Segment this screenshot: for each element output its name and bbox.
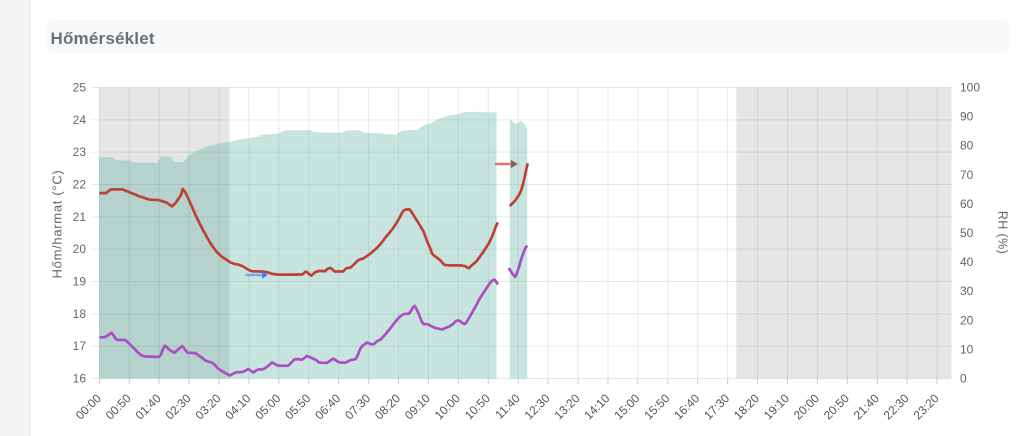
svg-text:00:50: 00:50 (103, 391, 134, 422)
svg-text:10:50: 10:50 (462, 391, 493, 422)
svg-text:60: 60 (960, 197, 974, 211)
svg-text:RH (%): RH (%) (996, 211, 1010, 254)
svg-text:24: 24 (73, 113, 87, 127)
svg-text:15:00: 15:00 (611, 391, 642, 422)
svg-text:15:50: 15:50 (641, 391, 672, 422)
svg-text:10: 10 (960, 342, 974, 356)
svg-text:0: 0 (960, 372, 967, 386)
svg-text:16: 16 (73, 372, 87, 386)
svg-text:03:20: 03:20 (192, 391, 223, 422)
svg-text:21: 21 (73, 210, 87, 224)
svg-text:23: 23 (73, 145, 87, 159)
svg-text:16:40: 16:40 (671, 391, 702, 422)
svg-text:06:40: 06:40 (312, 391, 343, 422)
svg-text:14:10: 14:10 (581, 391, 612, 422)
svg-text:21:40: 21:40 (851, 391, 882, 422)
svg-text:18:20: 18:20 (731, 391, 762, 422)
svg-text:05:50: 05:50 (282, 391, 313, 422)
svg-text:70: 70 (960, 168, 974, 182)
svg-text:18: 18 (73, 307, 87, 321)
svg-text:50: 50 (960, 226, 974, 240)
svg-text:40: 40 (960, 255, 974, 269)
svg-text:30: 30 (960, 284, 974, 298)
svg-text:04:10: 04:10 (222, 391, 253, 422)
svg-text:22: 22 (73, 178, 87, 192)
svg-text:20:00: 20:00 (791, 391, 822, 422)
svg-text:100: 100 (960, 81, 980, 95)
svg-text:07:30: 07:30 (342, 391, 373, 422)
svg-text:90: 90 (960, 110, 974, 124)
svg-text:02:30: 02:30 (163, 391, 194, 422)
svg-text:01:40: 01:40 (133, 391, 164, 422)
svg-text:08:20: 08:20 (372, 391, 403, 422)
svg-text:10:00: 10:00 (432, 391, 463, 422)
svg-text:11:40: 11:40 (492, 391, 523, 422)
svg-text:09:10: 09:10 (402, 391, 433, 422)
svg-text:00:00: 00:00 (73, 391, 104, 422)
svg-text:Hőm/harmat (°C): Hőm/harmat (°C) (50, 170, 65, 279)
svg-text:05:00: 05:00 (252, 391, 283, 422)
svg-text:23:20: 23:20 (911, 391, 942, 422)
svg-text:22:30: 22:30 (881, 391, 912, 422)
svg-text:12:30: 12:30 (522, 391, 553, 422)
svg-text:80: 80 (960, 139, 974, 153)
svg-text:17: 17 (73, 339, 87, 353)
svg-text:13:20: 13:20 (551, 391, 582, 422)
svg-text:20: 20 (73, 242, 87, 256)
svg-text:25: 25 (73, 81, 87, 95)
svg-text:20:50: 20:50 (821, 391, 852, 422)
svg-text:20: 20 (960, 313, 974, 327)
svg-text:19:10: 19:10 (761, 391, 792, 422)
svg-text:19: 19 (73, 275, 87, 289)
svg-text:17:30: 17:30 (701, 391, 732, 422)
